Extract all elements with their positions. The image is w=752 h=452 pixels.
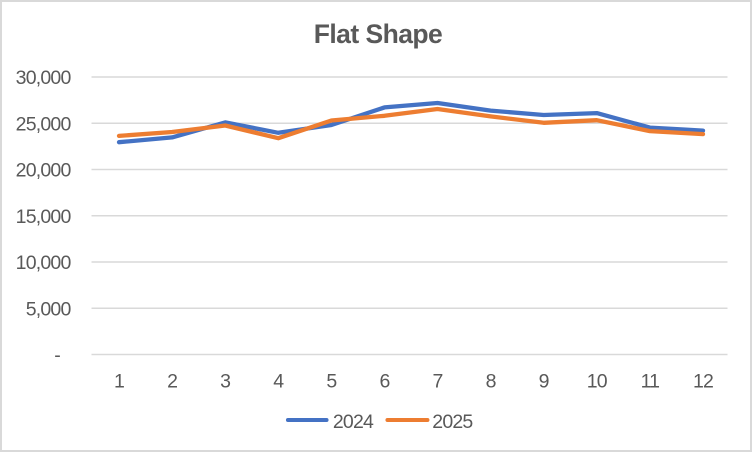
- svg-text:10: 10: [587, 370, 608, 392]
- svg-text:8: 8: [486, 370, 496, 392]
- svg-text:4: 4: [273, 370, 284, 392]
- svg-text:25,000: 25,000: [16, 113, 72, 135]
- svg-text:15,000: 15,000: [16, 206, 72, 228]
- svg-text:6: 6: [379, 370, 389, 392]
- svg-text:-: -: [54, 345, 60, 367]
- svg-text:2: 2: [167, 370, 177, 392]
- svg-text:11: 11: [641, 370, 660, 392]
- svg-text:3: 3: [220, 370, 230, 392]
- svg-text:10,000: 10,000: [16, 252, 72, 274]
- svg-text:2025: 2025: [432, 411, 473, 433]
- svg-text:20,000: 20,000: [16, 160, 72, 182]
- svg-text:30,000: 30,000: [16, 67, 72, 89]
- svg-text:5: 5: [326, 370, 337, 392]
- svg-text:7: 7: [432, 370, 442, 392]
- svg-text:1: 1: [114, 370, 124, 392]
- svg-text:12: 12: [693, 370, 713, 392]
- svg-text:Flat Shape: Flat Shape: [314, 19, 443, 49]
- svg-text:5,000: 5,000: [26, 298, 72, 320]
- svg-text:2024: 2024: [333, 411, 374, 433]
- svg-text:9: 9: [539, 370, 549, 392]
